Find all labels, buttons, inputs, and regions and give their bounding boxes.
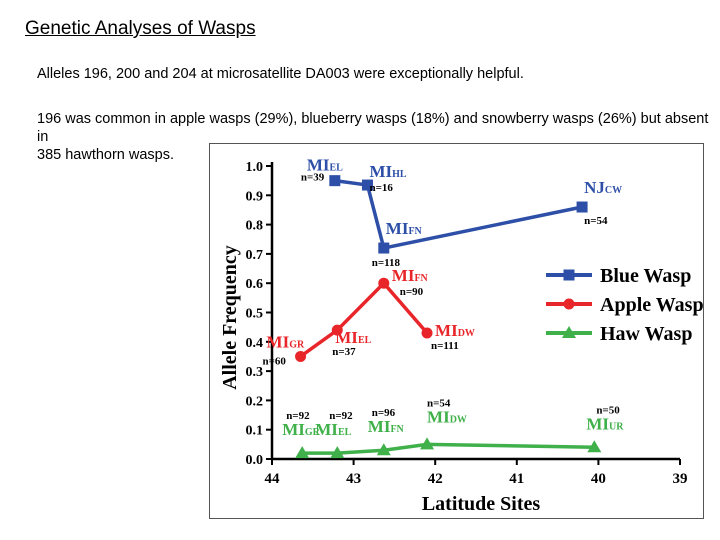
x-axis-title: Latitude Sites xyxy=(422,493,541,515)
blue-wasp-site-label: MIHL xyxy=(369,162,406,181)
y-tick-label: 0.6 xyxy=(246,277,264,292)
haw-wasp-point xyxy=(420,437,435,450)
blue-wasp-n-label: n=16 xyxy=(369,182,393,194)
apple-wasp-n-label: n=111 xyxy=(431,340,459,352)
x-tick-label: 44 xyxy=(265,471,281,487)
y-tick-label: 0.5 xyxy=(246,307,264,322)
blue-wasp-point xyxy=(329,175,341,187)
blue-wasp-n-label: n=118 xyxy=(372,257,401,269)
haw-wasp-point xyxy=(587,440,602,453)
x-tick-label: 43 xyxy=(346,471,361,487)
blue-wasp-site-label: NJCW xyxy=(584,178,622,197)
haw-wasp-site-label: MIDW xyxy=(427,407,467,426)
y-tick-label: 0.0 xyxy=(246,453,264,468)
blue-wasp-n-label: n=54 xyxy=(584,215,608,227)
blue-wasp-point xyxy=(378,242,390,254)
y-tick-label: 0.3 xyxy=(246,365,264,380)
slide-title: Genetic Analyses of Wasps xyxy=(25,18,256,39)
apple-wasp-site-label: MIGR xyxy=(267,332,305,351)
y-tick-label: 0.1 xyxy=(246,424,264,439)
haw-wasp-point xyxy=(295,446,310,459)
legend-apple-wasp-label: Apple Wasp xyxy=(600,294,703,316)
apple-wasp-point xyxy=(378,277,390,289)
y-tick-label: 0.7 xyxy=(246,248,264,263)
haw-wasp-n-label: n=50 xyxy=(596,404,620,416)
blue-wasp-point xyxy=(576,201,588,213)
y-tick-label: 1.0 xyxy=(246,160,264,175)
blue-wasp-site-label: MIEL xyxy=(307,156,343,175)
apple-wasp-n-label: n=60 xyxy=(263,355,287,367)
x-tick-label: 40 xyxy=(591,471,606,487)
haw-wasp-site-label: MIGR xyxy=(282,420,320,439)
y-tick-label: 0.2 xyxy=(246,394,264,409)
haw-wasp-n-label: n=92 xyxy=(286,410,310,422)
apple-wasp-n-label: n=37 xyxy=(332,346,356,358)
haw-wasp-n-label: n=96 xyxy=(372,407,396,419)
haw-wasp-n-label: n=54 xyxy=(427,397,451,409)
apple-wasp-site-label: MIDW xyxy=(435,321,475,340)
legend-blue-wasp-label: Blue Wasp xyxy=(600,265,691,287)
paragraph-2-line-1: 196 was common in apple wasps (29%), blu… xyxy=(37,111,709,145)
haw-wasp-site-label: MIUR xyxy=(586,414,624,433)
apple-wasp-site-label: MIFN xyxy=(392,266,429,285)
apple-wasp-point xyxy=(295,350,307,362)
blue-wasp-series-line xyxy=(334,178,583,251)
apple-wasp-point xyxy=(421,327,433,339)
blue-wasp-site-label: MIFN xyxy=(386,219,423,238)
legend-haw-wasp-label: Haw Wasp xyxy=(600,323,692,345)
apple-wasp-site-label: MIEL xyxy=(335,328,371,347)
paragraph-2-line-2: 385 hawthorn wasps. xyxy=(37,147,175,163)
haw-wasp-site-label: MIEL xyxy=(315,420,351,439)
y-tick-label: 0.9 xyxy=(246,189,264,204)
haw-wasp-site-label: MIFN xyxy=(368,417,405,436)
apple-wasp-n-label: n=90 xyxy=(400,286,424,298)
chart-frame: 0.0 0.1 0.2 0.3 0.4 0.5 0.6 0.7 0.8 0.9 1.0 44 43 42 4… xyxy=(209,143,704,519)
x-tick-label: 42 xyxy=(428,471,443,487)
y-tick-label: 0.4 xyxy=(246,336,264,351)
haw-wasp-point xyxy=(376,443,391,456)
haw-wasp-series-line xyxy=(302,442,595,455)
haw-wasp-n-label: n=92 xyxy=(329,410,353,422)
apple-wasp-point xyxy=(331,324,343,336)
apple-wasp-series-line xyxy=(299,280,429,358)
y-tick-label: 0.8 xyxy=(246,219,264,234)
y-axis-title: Allele Frequency xyxy=(219,245,241,390)
blue-wasp-n-label: n=39 xyxy=(301,172,325,184)
x-tick-label: 41 xyxy=(509,471,524,487)
paragraph-2: 196 was common in apple wasps (29%), blu… xyxy=(37,110,717,164)
allele-frequency-chart: 0.0 0.1 0.2 0.3 0.4 0.5 0.6 0.7 0.8 0.9 1.0 44 43 42 4… xyxy=(219,156,704,515)
blue-wasp-point xyxy=(361,179,373,191)
paragraph-1: Alleles 196, 200 and 204 at microsatelli… xyxy=(37,66,524,82)
haw-wasp-point xyxy=(330,446,345,459)
x-tick-label: 39 xyxy=(673,471,688,487)
